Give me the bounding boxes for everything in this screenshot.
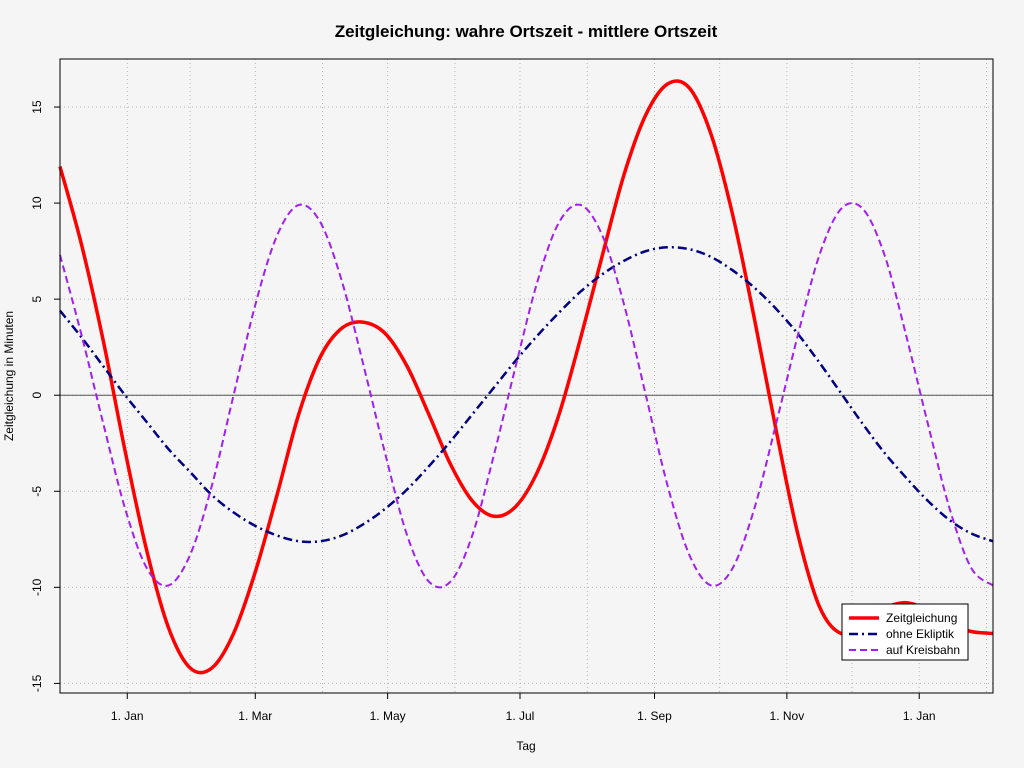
legend-label-2: auf Kreisbahn <box>886 643 960 657</box>
y-tick-label: 5 <box>30 295 44 302</box>
grid <box>60 59 993 693</box>
series-line-0 <box>58 79 994 675</box>
y-tick-label: 15 <box>30 100 44 114</box>
x-axis-label: Tag <box>516 739 535 753</box>
x-tick-label: 1. Jan <box>111 709 144 723</box>
y-tick-label: -15 <box>30 674 44 692</box>
y-tick-label: -10 <box>30 578 44 596</box>
x-axis: 1. Jan 1. Mar 1. May 1. Jul 1. Sep 1. Nov 1. J… <box>111 693 936 723</box>
x-tick-label: 1. May <box>370 709 406 723</box>
legend-label-1: ohne Ekliptik <box>886 627 955 641</box>
legend-label-0: Zeitgleichung <box>886 611 957 625</box>
legend: Zeitgleichung ohne Ekliptik auf Kreisbahn <box>841 603 969 661</box>
y-tick-label: -5 <box>30 486 44 497</box>
y-tick-label: 0 <box>30 392 44 399</box>
y-tick-label: 10 <box>30 196 44 210</box>
plot-frame <box>59 58 994 694</box>
x-tick-label: 1. Jan <box>903 709 936 723</box>
series-line-2 <box>59 202 994 589</box>
x-tick-label: 1. Mar <box>238 709 272 723</box>
x-tick-label: 1. Jul <box>506 709 535 723</box>
chart-title: Zeitgleichung: wahre Ortszeit - mittlere… <box>335 22 718 41</box>
y-axis-label: Zeitgleichung in Minuten <box>2 311 16 441</box>
y-axis: -15 -10 -5 0 5 10 15 <box>30 100 60 692</box>
x-tick-label: 1. Sep <box>637 709 672 723</box>
series-line-1 <box>59 245 994 544</box>
x-tick-label: 1. Nov <box>770 709 805 723</box>
series-group <box>58 79 994 675</box>
